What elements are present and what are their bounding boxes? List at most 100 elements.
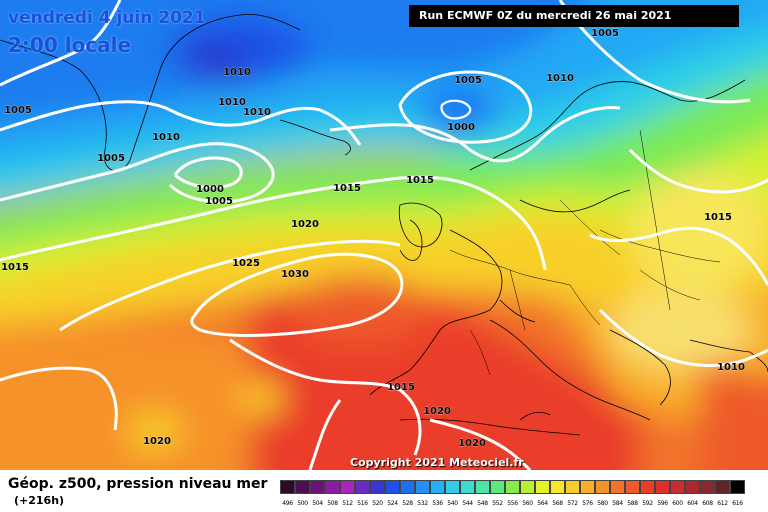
- legend-swatch: [325, 480, 340, 494]
- isobar-label: 1020: [143, 436, 171, 447]
- legend-swatch: [670, 480, 685, 494]
- isobar-label: 1030: [281, 269, 309, 280]
- isobar-label: 1020: [291, 219, 319, 230]
- isobar-label: 1010: [546, 73, 574, 84]
- isobar-label: 1005: [97, 153, 125, 164]
- color-scale: [280, 480, 745, 494]
- legend-swatch: [475, 480, 490, 494]
- legend-swatch: [550, 480, 565, 494]
- isobar-label: 1005: [591, 28, 619, 39]
- isobar-label: 1015: [1, 262, 29, 273]
- isobar-label: 1020: [458, 438, 486, 449]
- borders: [449, 129, 721, 376]
- legend-value: 612: [717, 500, 728, 507]
- isobar-label: 1015: [406, 175, 434, 186]
- legend-swatch: [700, 480, 715, 494]
- legend-swatch: [640, 480, 655, 494]
- coastlines: [0, 13, 768, 436]
- copyright-notice: Copyright 2021 Meteociel.fr: [350, 456, 524, 469]
- isobar-label: 1015: [704, 212, 732, 223]
- isobar-label: 1000: [447, 122, 475, 133]
- legend-swatch: [460, 480, 475, 494]
- legend-value: 528: [402, 500, 413, 507]
- isobar-label: 1010: [717, 362, 745, 373]
- legend-swatch: [505, 480, 520, 494]
- legend-value: 604: [687, 500, 698, 507]
- legend-swatch: [685, 480, 700, 494]
- isobar-label: 1010: [223, 67, 251, 78]
- legend-swatch: [535, 480, 550, 494]
- legend-value: 600: [672, 500, 683, 507]
- isobar-label: 1005: [454, 75, 482, 86]
- run-info-banner: Run ECMWF 0Z du mercredi 26 mai 2021: [409, 5, 739, 27]
- isobars: [0, 0, 768, 470]
- isobar-label: 1015: [387, 382, 415, 393]
- legend-swatch: [520, 480, 535, 494]
- legend-swatch: [370, 480, 385, 494]
- legend-value: 588: [627, 500, 638, 507]
- legend-value: 564: [537, 500, 548, 507]
- layer-title: Géop. z500, pression niveau mer: [8, 476, 268, 492]
- legend-swatch: [280, 480, 295, 494]
- legend-value: 616: [732, 500, 743, 507]
- legend-value: 556: [507, 500, 518, 507]
- legend-swatch: [415, 480, 430, 494]
- legend-swatch: [565, 480, 580, 494]
- forecast-step: (+216h): [14, 494, 65, 507]
- isobar-label: 1010: [218, 97, 246, 108]
- legend-swatch: [715, 480, 730, 494]
- legend-swatch: [445, 480, 460, 494]
- legend-swatch: [655, 480, 670, 494]
- legend-swatch: [490, 480, 505, 494]
- legend-value: 504: [312, 500, 323, 507]
- local-time: 2:00 locale: [8, 33, 132, 57]
- legend-swatch: [340, 480, 355, 494]
- legend-value: 500: [297, 500, 308, 507]
- weather-map: 1010 1010 1010 1005 1010 1005 1000 1005 1005 1010…: [0, 0, 768, 470]
- legend-swatch: [610, 480, 625, 494]
- legend-value: 512: [342, 500, 353, 507]
- legend-value: 552: [492, 500, 503, 507]
- legend-swatch: [625, 480, 640, 494]
- legend-value: 496: [282, 500, 293, 507]
- isobar-label: 1010: [243, 107, 271, 118]
- legend-value: 520: [372, 500, 383, 507]
- legend-swatch: [580, 480, 595, 494]
- isobar-label: 1025: [232, 258, 260, 269]
- legend-swatch: [310, 480, 325, 494]
- legend-value: 580: [597, 500, 608, 507]
- legend-value: 572: [567, 500, 578, 507]
- isobar-label: 1020: [423, 406, 451, 417]
- legend-value: 608: [702, 500, 713, 507]
- legend-swatch: [730, 480, 745, 494]
- legend-value: 540: [447, 500, 458, 507]
- legend-value: 544: [462, 500, 473, 507]
- legend-value: 568: [552, 500, 563, 507]
- legend-value: 560: [522, 500, 533, 507]
- legend-value: 548: [477, 500, 488, 507]
- legend-footer: Géop. z500, pression niveau mer (+216h) …: [0, 470, 768, 512]
- isobar-label: 1000: [196, 184, 224, 195]
- color-scale-labels: 496 500 504 508 512 516 520 524 528 532 536 540 544 5…: [280, 500, 745, 507]
- legend-value: 532: [417, 500, 428, 507]
- isobar-label: 1005: [205, 196, 233, 207]
- legend-swatch: [430, 480, 445, 494]
- isobar-label: 1015: [333, 183, 361, 194]
- legend-swatch: [400, 480, 415, 494]
- legend-value: 584: [612, 500, 623, 507]
- legend-value: 536: [432, 500, 443, 507]
- legend-value: 508: [327, 500, 338, 507]
- legend-swatch: [355, 480, 370, 494]
- legend-value: 576: [582, 500, 593, 507]
- isobar-label: 1005: [4, 105, 32, 116]
- legend-value: 592: [642, 500, 653, 507]
- legend-swatch: [295, 480, 310, 494]
- legend-value: 596: [657, 500, 668, 507]
- legend-value: 516: [357, 500, 368, 507]
- legend-swatch: [385, 480, 400, 494]
- forecast-date: vendredi 4 juin 2021: [8, 8, 206, 28]
- legend-swatch: [595, 480, 610, 494]
- isobar-label: 1010: [152, 132, 180, 143]
